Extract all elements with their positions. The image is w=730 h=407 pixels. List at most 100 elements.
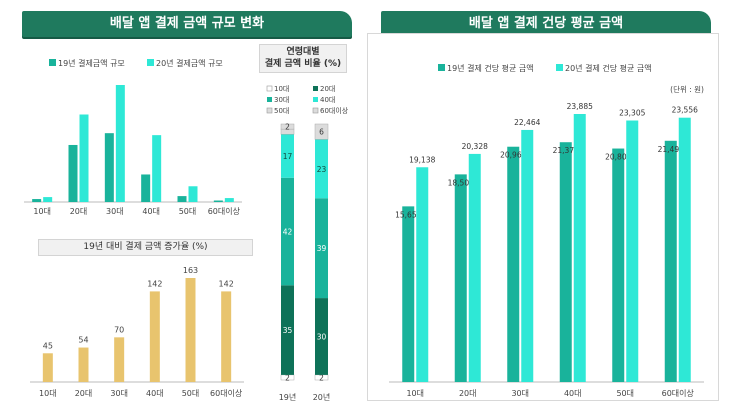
right-value-label-20: 19,138 <box>409 155 435 164</box>
top-tick-label: 20대 <box>70 207 88 216</box>
right-unit-label: (단위 : 원) <box>670 84 704 94</box>
ratio-seg-0-1 <box>281 285 294 375</box>
top-tick-label: 40대 <box>142 207 160 216</box>
right-bar-20-2 <box>521 129 534 382</box>
ratio-seg-1-2 <box>315 198 328 299</box>
increase-value-label: 163 <box>183 266 198 275</box>
legend-swatch-19 <box>49 59 56 66</box>
right-tick-label: 10대 <box>406 389 424 398</box>
top-bar-19-3 <box>141 174 151 202</box>
increase-value-label: 142 <box>147 279 162 288</box>
right-value-label-20: 22,464 <box>514 118 540 127</box>
right-bar-20-4 <box>626 120 639 383</box>
right-bar-19-0 <box>402 206 415 382</box>
bottom-tick-label: 30대 <box>110 389 128 398</box>
ratio-title-line1: 연령대별 <box>286 47 320 57</box>
right-tick-label: 40대 <box>564 389 582 398</box>
ratio-seg-label: 39 <box>317 244 327 253</box>
ratio-legend-label-1: 20대 <box>320 85 335 93</box>
increase-chart-title: 19년 대비 결제 금액 증가율 (%) <box>38 239 253 256</box>
top-bar-19-1 <box>68 144 78 202</box>
top-bar-20-5 <box>224 198 234 202</box>
top-bar-20-1 <box>79 114 89 202</box>
bottom-tick-label: 10대 <box>39 389 57 398</box>
ratio-legend-swatch-5 <box>312 107 319 114</box>
right-value-label-19: 15,653 <box>395 210 421 219</box>
increase-bar-0 <box>42 353 53 382</box>
ratio-seg-0-5 <box>280 123 295 130</box>
ratio-seg-label: 6 <box>319 128 324 137</box>
increase-value-label: 45 <box>43 341 53 350</box>
legend-label-20: 20년 결제금액 규모 <box>156 58 223 68</box>
top-bar-20-2 <box>115 85 125 202</box>
right-bar-19-2 <box>507 146 520 382</box>
ratio-seg-0-3 <box>281 134 294 178</box>
ratio-seg-label: 2 <box>285 373 290 382</box>
right-banner-title: 배달 앱 결제 건당 평균 금액 <box>381 11 711 37</box>
legend-label-19: 19년 결제금액 규모 <box>58 58 125 68</box>
ratio-chart-title: 연령대별 결제 금액 비율 (%) <box>259 44 347 73</box>
top-tick-label: 30대 <box>106 207 124 216</box>
ratio-legend-label-2: 30대 <box>274 96 289 104</box>
ratio-bar-label: 19년 <box>279 392 297 402</box>
right-legend-swatch-19 <box>438 64 445 71</box>
increase-bar-1 <box>78 347 89 382</box>
bottom-tick-label: 50대 <box>182 389 200 398</box>
increase-bar-3 <box>149 291 160 382</box>
ratio-title-line2: 결제 금액 비율 (%) <box>264 59 342 69</box>
ratio-legend-swatch-3 <box>313 97 318 102</box>
ratio-seg-label: 2 <box>319 373 324 382</box>
right-bar-19-5 <box>664 140 677 382</box>
ratio-seg-label: 2 <box>285 123 290 132</box>
ratio-seg-0-2 <box>281 177 294 286</box>
left-banner-title: 배달 앱 결제 금액 규모 변화 <box>22 11 352 37</box>
right-tick-label: 30대 <box>511 389 529 398</box>
right-bar-19-1 <box>454 174 467 382</box>
right-value-label-20: 23,305 <box>619 109 645 118</box>
ratio-seg-1-5 <box>314 123 329 140</box>
increase-bar-5 <box>221 291 232 382</box>
ratio-legend-swatch-0 <box>266 85 273 92</box>
right-tick-label: 20대 <box>459 389 477 398</box>
top-tick-label: 60대이상 <box>208 206 241 216</box>
right-tick-label: 60대이상 <box>662 388 695 398</box>
ratio-legend-label-0: 10대 <box>274 85 289 93</box>
right-tick-label: 50대 <box>616 389 634 398</box>
ratio-legend-label-5: 60대이상 <box>320 106 349 115</box>
top-bar-20-3 <box>152 135 162 202</box>
ratio-legend-swatch-1 <box>313 86 318 91</box>
right-bar-19-4 <box>612 148 625 382</box>
increase-bar-4 <box>185 278 196 382</box>
bottom-tick-label: 40대 <box>146 389 164 398</box>
right-legend-label-20: 20년 결제 건당 평균 금액 <box>565 63 652 73</box>
top-bar-19-4 <box>177 196 187 202</box>
ratio-legend-swatch-2 <box>267 97 272 102</box>
ratio-legend-label-3: 40대 <box>320 96 335 104</box>
right-bar-20-3 <box>573 114 586 382</box>
right-value-label-20: 23,556 <box>672 106 698 115</box>
increase-bar-2 <box>114 337 125 382</box>
top-tick-label: 10대 <box>33 207 51 216</box>
right-bar-20-5 <box>678 117 691 382</box>
ratio-legend-label-4: 50대 <box>274 107 289 115</box>
legend-swatch-20 <box>147 59 154 66</box>
right-bar-20-1 <box>468 153 481 382</box>
right-value-label-20: 23,885 <box>567 102 593 111</box>
bottom-tick-label: 60대이상 <box>210 388 243 398</box>
top-bar-20-0 <box>43 197 53 202</box>
right-bar-20-0 <box>416 167 429 382</box>
increase-value-label: 70 <box>114 325 124 334</box>
top-bar-19-2 <box>104 133 114 202</box>
increase-value-label: 142 <box>219 279 234 288</box>
increase-value-label: 54 <box>78 336 88 345</box>
right-value-label-19: 20,807 <box>605 153 631 162</box>
top-bar-20-4 <box>188 186 198 202</box>
ratio-seg-label: 30 <box>317 332 327 341</box>
ratio-seg-1-3 <box>315 139 328 199</box>
ratio-seg-1-1 <box>315 298 328 375</box>
right-value-label-19: 21,498 <box>658 145 684 154</box>
right-value-label-19: 18,504 <box>448 178 474 187</box>
ratio-seg-label: 35 <box>283 326 293 335</box>
ratio-legend-swatch-4 <box>266 107 273 114</box>
